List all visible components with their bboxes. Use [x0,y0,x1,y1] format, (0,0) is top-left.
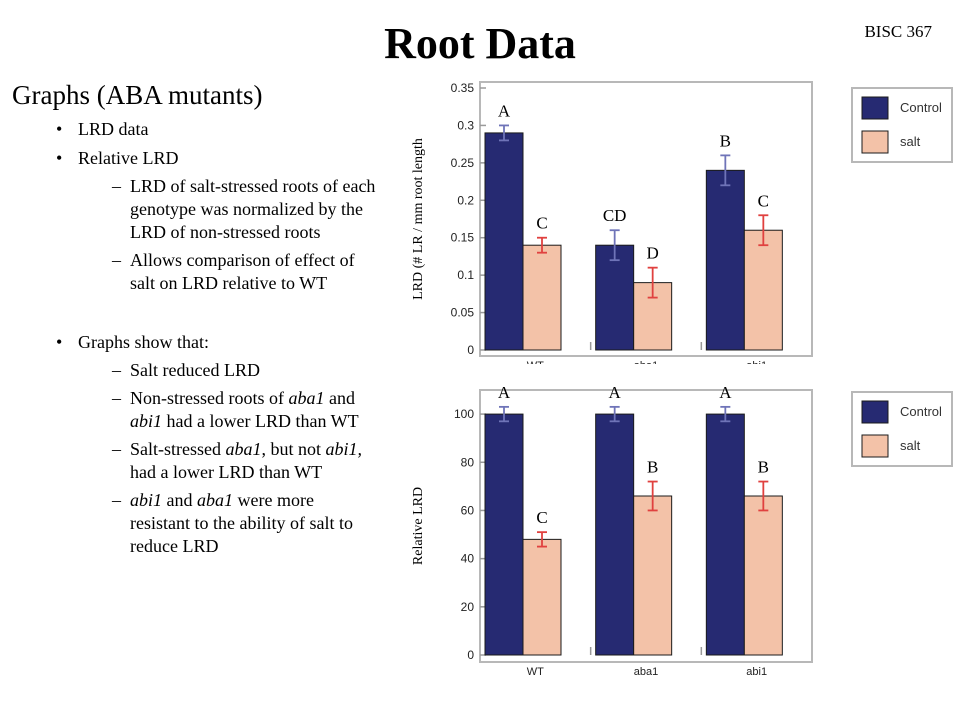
x-tick-label: aba1 [634,666,658,678]
bar-control [484,413,524,656]
y-axis-label: LRD (# LR / mm root length [411,138,426,300]
significance-letter: A [609,383,622,402]
dash-marker: – [112,439,121,459]
bar-control [705,413,745,656]
bar-control [595,413,635,656]
legend-swatch [861,130,889,154]
bullet-spacer [56,295,376,325]
x-tick-label: abi1 [746,666,767,678]
legend-label: Control [900,404,942,419]
sub-bullet-item: – Allows comparison of effect of salt on … [56,249,376,295]
legend-label: salt [900,438,921,453]
x-tick-label: aba1 [634,360,658,364]
sub-bullet-text: abi1 and aba1 were more resistant to the… [130,490,353,556]
sub-bullet-text: LRD of salt-stressed roots of each genot… [130,176,376,242]
significance-letter: B [758,458,769,477]
sub-bullet-item: – Salt reduced LRD [56,359,376,382]
y-axis-label: Relative LRD [411,487,426,565]
y-tick-label: 0.35 [451,81,475,95]
y-tick-label: 0 [467,343,474,357]
dash-marker: – [112,176,121,196]
sub-bullet-text: Salt-stressed aba1, but not abi1, had a … [130,439,363,482]
legend-label: salt [900,134,921,149]
y-tick-label: 0.1 [457,268,474,282]
chart-relative-lrd: 0 20 40 60 80 100 WT aba1 abi1 A A A C B B Relative LRD… [411,383,953,678]
bullet-text: LRD data [78,119,149,139]
sub-bullet-item: – abi1 and aba1 were more resistant to th… [56,489,376,558]
legend-swatch [861,434,889,458]
significance-letter: B [647,458,658,477]
bullet-item: Graphs show that: [56,331,376,354]
y-tick-label: 80 [461,455,475,469]
sub-bullet-text: Allows comparison of effect of salt on L… [130,250,355,293]
x-tick-label: WT [527,360,544,364]
bar-salt [743,495,783,656]
slide-title: Root Data [384,19,576,68]
x-tick-label: abi1 [746,360,767,364]
y-tick-label: 0.2 [457,193,474,207]
bullet-item: LRD data [56,118,376,141]
sub-bullet-item: – Non-stressed roots of aba1 and abi1 had… [56,387,376,433]
significance-letter: A [498,101,511,120]
sub-bullet-item: – LRD of salt-stressed roots of each geno… [56,175,376,244]
significance-letter: A [498,383,511,402]
bar-control [595,244,635,351]
bar-control [484,132,524,351]
course-code: BISC 367 [864,22,932,41]
chart-lrd: 00.050.10.150.20.250.30.35WTaba1abi1ACDB… [411,81,953,364]
y-tick-label: 60 [461,503,475,517]
x-tick-label: WT [527,666,544,678]
dash-marker: – [112,250,121,270]
y-tick-label: 20 [461,600,475,614]
legend-label: Control [900,100,942,115]
significance-letter: C [536,214,547,233]
sub-bullet-text: Salt reduced LRD [130,360,260,380]
y-tick-label: 0 [467,648,474,662]
y-tick-label: 0.25 [451,156,475,170]
bullet-list: LRD dataRelative LRD–LRD of salt-stresse… [56,112,376,558]
legend-swatch [861,400,889,424]
y-tick-label: 0.15 [451,231,475,245]
y-tick-label: 100 [454,407,474,421]
bullet-item: Relative LRD [56,147,376,170]
bar-salt [522,244,562,351]
dash-marker: – [112,388,121,408]
dash-marker: – [112,360,121,380]
significance-letter: D [647,244,659,263]
bullet-text: Relative LRD [78,148,179,168]
y-tick-label: 0.05 [451,306,475,320]
significance-letter: C [758,191,769,210]
sub-bullet-item: – Salt-stressed aba1, but not abi1, had a… [56,438,376,484]
sub-bullet-text: Non-stressed roots of aba1 and abi1 had … [130,388,359,431]
slide-heading: Graphs (ABA mutants) [12,80,263,110]
bar-salt [743,229,783,351]
bullet-text: Graphs show that: [78,332,209,352]
legend-swatch [861,96,889,120]
bar-control [705,169,745,351]
significance-letter: B [720,131,731,150]
significance-letter: C [536,508,547,527]
significance-letter: CD [603,206,627,225]
dash-marker: – [112,490,121,510]
y-tick-label: 40 [461,552,475,566]
y-tick-label: 0.3 [457,118,474,132]
bar-salt [522,538,562,656]
significance-letter: A [719,383,732,402]
bar-salt [633,495,673,656]
